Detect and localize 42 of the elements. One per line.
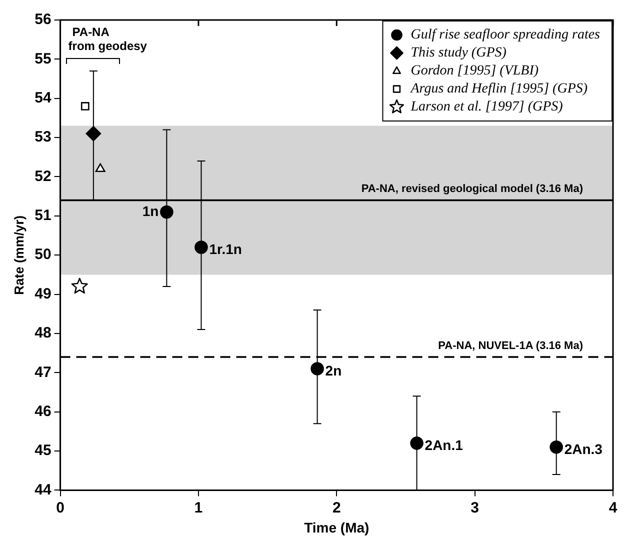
y-tick-label: 47: [34, 364, 52, 381]
x-axis-title: Time (Ma): [304, 519, 370, 536]
annotation: 2An.3: [564, 440, 603, 457]
annotation: 2n: [325, 362, 342, 379]
x-tick-label: 0: [56, 499, 64, 516]
point: [194, 240, 208, 254]
annotation: 1n: [142, 202, 159, 219]
y-tick-label: 46: [34, 402, 52, 420]
y-tick-label: 44: [34, 481, 52, 498]
ref-line-label: PA-NA, NUVEL-1A (3.16 Ma): [438, 340, 584, 352]
annotation: 2An.1: [424, 437, 464, 454]
point: [80, 102, 90, 110]
annotation: PA-NA from geodesy: [68, 25, 148, 53]
point: [550, 440, 563, 454]
ref-line-label: PA-NA, revised geological model (3.16 Ma): [361, 183, 584, 196]
x-tick-label: 4: [608, 499, 618, 516]
legend-label: Gulf rise seafloor spreading rates: [410, 28, 601, 43]
y-tick-label: 56: [34, 11, 52, 28]
y-tick-label: 55: [34, 50, 52, 68]
legend-label: Gordon [1995] (VLBI): [410, 64, 539, 79]
y-tick-label: 53: [34, 128, 52, 146]
y-tick-label: 45: [34, 442, 52, 460]
legend-label: Argus and Heflin [1995] (GPS): [410, 82, 588, 97]
x-tick-label: 1: [194, 499, 203, 516]
y-tick-label: 51: [34, 207, 52, 224]
x-tick-label: 3: [470, 499, 479, 516]
y-tick-label: 50: [34, 246, 52, 264]
annotation: 1r.1n: [209, 241, 242, 258]
y-tick-label: 54: [34, 90, 52, 107]
y-tick-label: 49: [34, 285, 52, 302]
point: [71, 278, 88, 294]
y-axis-title: Rate (mm/yr): [11, 215, 26, 295]
point: [86, 126, 102, 142]
x-tick-label: 2: [332, 499, 341, 516]
y-tick-label: 48: [34, 324, 52, 342]
point: [310, 362, 324, 376]
point: [95, 163, 106, 172]
legend-label: This study (GPS): [410, 46, 507, 61]
legend-label: Larson et al. [1997] (GPS): [410, 100, 564, 115]
point: [160, 205, 174, 219]
y-tick-label: 52: [34, 168, 52, 185]
point: [410, 436, 424, 450]
